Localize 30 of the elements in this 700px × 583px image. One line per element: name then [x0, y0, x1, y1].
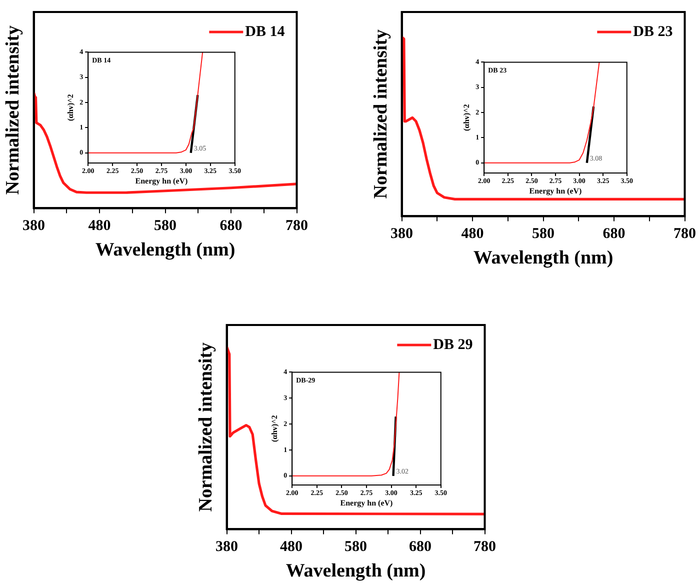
- y-axis-title: (αhv)^2: [66, 94, 75, 122]
- x-tick-label: 580: [154, 218, 177, 234]
- x-axis-title: Wavelength (nm): [95, 240, 236, 261]
- x-axis-title: Wavelength (nm): [473, 248, 614, 269]
- x-tick-label: 780: [674, 226, 696, 242]
- x-tick-label: 480: [88, 218, 111, 234]
- y-axis-title: Normalized intensity: [2, 24, 24, 195]
- x-tick-label: 380: [390, 226, 414, 242]
- legend-label: DB 23: [633, 24, 673, 40]
- x-tick-label: 680: [602, 226, 626, 242]
- x-axis-title: Energy hn (eV): [340, 498, 394, 508]
- y-axis-title: Normalized intensity: [195, 342, 216, 512]
- x-axis-title: Wavelength (nm): [286, 560, 426, 582]
- x-axis-title: Energy hn (eV): [529, 186, 582, 196]
- x-axis-title: Energy hn (eV): [135, 176, 188, 186]
- x-tick-label: 680: [220, 218, 242, 234]
- x-tick-label: 480: [461, 226, 484, 242]
- y-axis-title: Normalized intensity: [370, 28, 392, 199]
- x-tick-label: 380: [22, 218, 46, 234]
- x-tick-label: 780: [474, 539, 496, 556]
- x-tick-label: 580: [532, 226, 555, 242]
- y-axis-title: (αhv)^2: [270, 415, 279, 442]
- x-tick-label: 680: [409, 539, 432, 556]
- y-axis-title: (αhv)^2: [462, 104, 471, 132]
- legend-label: DB 14: [245, 24, 286, 40]
- x-tick-label: 780: [286, 218, 308, 234]
- x-tick-label: 480: [280, 539, 303, 556]
- x-tick-label: 580: [344, 539, 368, 556]
- legend-label: DB 29: [433, 336, 473, 353]
- x-tick-label: 380: [216, 539, 238, 556]
